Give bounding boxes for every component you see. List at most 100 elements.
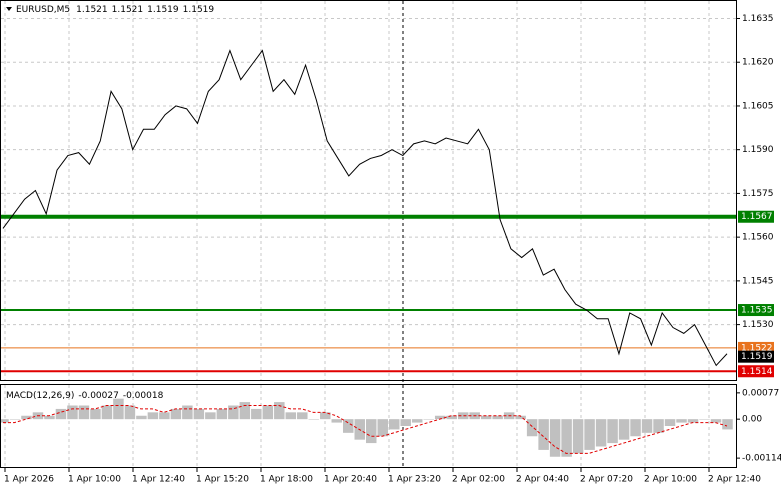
macd-bar bbox=[676, 419, 687, 423]
level-label: 1.1535 bbox=[741, 306, 773, 316]
mark-layer bbox=[0, 49, 736, 457]
macd-bar bbox=[377, 419, 388, 437]
price-line bbox=[2, 49, 728, 367]
level-label: 1.1522 bbox=[741, 343, 773, 353]
macd-bar bbox=[262, 405, 274, 420]
y-tick-label: 1.1545 bbox=[742, 276, 774, 286]
level-label-bg bbox=[738, 365, 774, 378]
macd-bar bbox=[457, 412, 469, 420]
macd-bar bbox=[44, 415, 55, 420]
macd-bar bbox=[366, 419, 377, 444]
grid-layer bbox=[1, 1, 736, 467]
macd-bar bbox=[239, 402, 251, 420]
last-price-label: 1.1519 bbox=[741, 352, 773, 362]
macd-bar bbox=[320, 412, 331, 420]
y-tick-label: 1.1620 bbox=[742, 58, 774, 68]
x-tick-label: 1 Apr 12:40 bbox=[132, 475, 185, 485]
x-tick-label: 1 Apr 18:00 bbox=[260, 475, 313, 485]
macd-bar bbox=[561, 419, 572, 457]
x-tick-label: 1 Apr 10:00 bbox=[68, 475, 121, 485]
macd-bar bbox=[78, 405, 90, 420]
macd-bar bbox=[297, 412, 308, 420]
macd-bar bbox=[147, 412, 159, 420]
macd-bar bbox=[653, 419, 664, 433]
level-label-bg bbox=[738, 210, 774, 223]
level-label-bg bbox=[738, 304, 774, 317]
macd-bar bbox=[480, 415, 492, 420]
macd-bar bbox=[722, 419, 733, 430]
macd-bar bbox=[572, 419, 584, 454]
macd-bar bbox=[90, 408, 101, 420]
x-tick-label: 2 Apr 02:00 bbox=[452, 475, 505, 485]
x-tick-label: 1 Apr 20:40 bbox=[324, 475, 377, 485]
macd-bar bbox=[285, 412, 297, 420]
macd-signal-line bbox=[3, 405, 728, 454]
macd-bar bbox=[388, 419, 400, 430]
macd-bar bbox=[67, 405, 78, 420]
macd-bar bbox=[182, 405, 193, 420]
macd-bar bbox=[584, 419, 595, 450]
macd-bar bbox=[607, 419, 618, 444]
level-label: 1.1514 bbox=[741, 367, 773, 377]
macd-bar bbox=[411, 419, 423, 423]
macd-bar bbox=[193, 408, 205, 420]
macd-bar bbox=[136, 415, 147, 420]
macd-bar bbox=[170, 408, 182, 420]
macd-bar bbox=[9, 419, 21, 420]
y-tick-label: 1.1590 bbox=[742, 145, 774, 155]
macd-bar bbox=[331, 419, 343, 423]
macd-bar bbox=[492, 415, 503, 420]
x-tick-label: 2 Apr 07:20 bbox=[580, 475, 633, 485]
y-tick-label: 1.1605 bbox=[742, 101, 774, 111]
macd-bar bbox=[400, 419, 411, 426]
macd-y-tick-label: 0.00077 bbox=[742, 388, 779, 398]
macd-bar bbox=[159, 412, 170, 420]
macd-bar bbox=[687, 419, 699, 423]
macd-bar bbox=[205, 412, 216, 420]
x-tick-label: 1 Apr 23:20 bbox=[388, 475, 441, 485]
macd-bar bbox=[101, 405, 113, 420]
x-tick-label: 2 Apr 12:40 bbox=[708, 475, 761, 485]
macd-bar bbox=[308, 419, 320, 420]
macd-bar bbox=[423, 419, 434, 420]
y-tick-label: 1.1560 bbox=[742, 233, 774, 243]
symbol: EURUSD,M5 bbox=[16, 5, 70, 15]
macd-bar bbox=[710, 419, 722, 423]
macd-bar bbox=[216, 408, 228, 420]
macd-bar bbox=[515, 415, 526, 420]
x-tick-label: 2 Apr 04:40 bbox=[516, 475, 569, 485]
main-panel-frame bbox=[0, 0, 737, 381]
macd-bar bbox=[343, 419, 354, 433]
y-tick-label: 1.1530 bbox=[742, 320, 774, 330]
macd-signal-value: -0.00018 bbox=[123, 391, 164, 401]
macd-y-tick-label: -0.00114 bbox=[742, 454, 781, 464]
x-tick-label: 1 Apr 2026 bbox=[4, 475, 54, 485]
header: EURUSD,M5 1.1521 1.1521 1.1519 1.1519 bbox=[16, 5, 214, 15]
macd-panel-frame bbox=[0, 384, 737, 468]
level-label: 1.1567 bbox=[741, 212, 773, 222]
macd-bar bbox=[526, 419, 538, 437]
x-tick-label: 1 Apr 15:20 bbox=[196, 475, 249, 485]
macd-bar bbox=[228, 405, 239, 420]
ohlc-low: 1.1519 bbox=[147, 5, 179, 15]
macd-bar bbox=[664, 419, 676, 426]
macd-bar bbox=[641, 419, 653, 433]
ohlc-close: 1.1519 bbox=[183, 5, 215, 15]
menu-arrow[interactable] bbox=[6, 7, 12, 11]
macd-bar bbox=[274, 402, 285, 420]
macd-bar bbox=[446, 415, 457, 420]
macd-name: MACD(12,26,9) bbox=[6, 391, 74, 401]
macd-bar bbox=[124, 405, 136, 420]
macd-bar bbox=[0, 419, 9, 423]
label-layer: 1 Apr 2026 1 Apr 10:00 1 Apr 12:40 1 Apr 15… bbox=[4, 14, 781, 485]
ohlc-open: 1.1521 bbox=[76, 5, 108, 15]
y-tick-label: 1.1575 bbox=[742, 189, 774, 199]
macd-bar bbox=[113, 398, 124, 420]
macd-bar bbox=[434, 415, 446, 420]
macd-bar bbox=[549, 419, 561, 457]
macd-bar bbox=[55, 408, 67, 420]
ohlc-high: 1.1521 bbox=[112, 5, 144, 15]
last-price-bg bbox=[738, 350, 774, 363]
macd-bar bbox=[595, 419, 607, 447]
